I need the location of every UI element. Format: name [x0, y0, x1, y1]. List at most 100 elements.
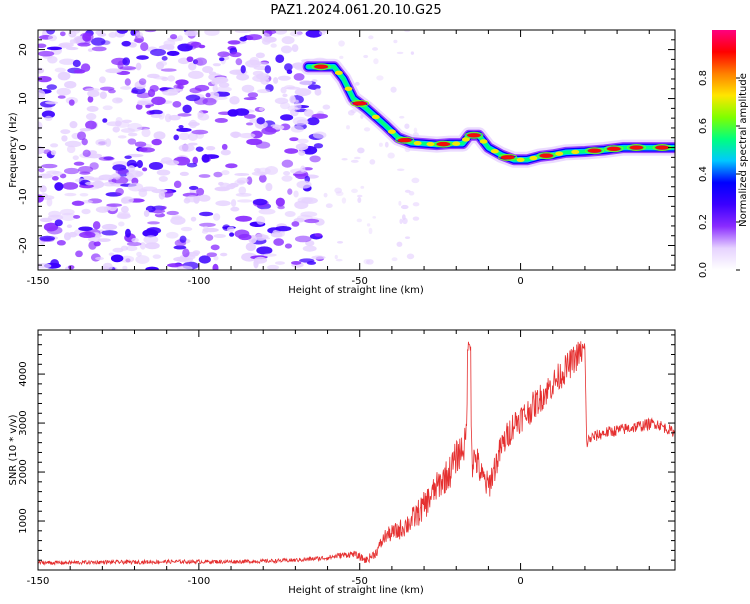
noise-blob [247, 92, 259, 98]
noise-blob [396, 168, 405, 172]
noise-blob [246, 138, 263, 146]
noise-blob [363, 127, 371, 132]
noise-blob [101, 223, 118, 231]
noise-blob [44, 115, 53, 121]
noise-blob [68, 99, 75, 106]
noise-blob [161, 56, 168, 61]
noise-blob [146, 227, 162, 235]
noise-blob [48, 34, 57, 42]
noise-blob [180, 226, 193, 232]
noise-blob [108, 252, 115, 256]
noise-blob [339, 55, 344, 60]
noise-blob [108, 89, 116, 94]
snr-y-tick-label: 4000 [18, 361, 29, 386]
noise-blob [404, 236, 411, 240]
noise-blob [272, 124, 285, 130]
noise-blob [95, 256, 104, 261]
noise-blob [78, 226, 93, 231]
noise-blob [102, 105, 113, 111]
noise-blob [238, 186, 247, 195]
noise-blob [219, 182, 231, 189]
ridge-peak [655, 145, 670, 150]
noise-blob [150, 114, 163, 118]
noise-blob [282, 93, 288, 98]
noise-blob [363, 54, 369, 59]
noise-blob [393, 39, 398, 44]
noise-blob [258, 208, 276, 215]
noise-blob [230, 206, 240, 212]
noise-blob [295, 143, 309, 151]
noise-blob [270, 232, 283, 238]
noise-blob [45, 101, 59, 105]
noise-blob [311, 255, 326, 260]
noise-blob [133, 38, 144, 43]
spectrogram-y-tick-label: 20 [18, 43, 29, 56]
noise-blob [127, 138, 137, 145]
noise-blob [314, 88, 322, 96]
noise-blob [187, 122, 200, 127]
noise-blob [38, 263, 52, 269]
noise-blob [136, 55, 149, 60]
noise-blob [292, 99, 299, 103]
noise-blob [188, 62, 197, 71]
noise-blob [354, 81, 360, 86]
noise-blob [38, 50, 55, 57]
snr-x-tick-label: 0 [517, 576, 523, 587]
noise-blob [336, 240, 344, 244]
noise-blob [273, 77, 279, 84]
noise-blob [291, 260, 302, 265]
noise-blob [197, 194, 211, 202]
noise-blob [275, 54, 285, 63]
noise-blob [58, 42, 74, 48]
noise-blob [284, 63, 293, 72]
noise-blob [124, 78, 131, 86]
noise-blob [205, 146, 216, 151]
noise-blob [368, 35, 374, 40]
noise-blob [246, 34, 263, 41]
noise-blob [198, 255, 211, 264]
noise-blob [277, 75, 291, 81]
noise-blob [178, 144, 195, 152]
noise-blob [105, 68, 123, 74]
noise-blob [293, 73, 305, 81]
noise-blob [235, 215, 253, 222]
noise-blob [121, 119, 132, 123]
noise-blob [60, 208, 75, 216]
noise-blob [368, 227, 373, 235]
noise-blob [47, 56, 58, 64]
spectrogram-blobs [38, 30, 675, 270]
noise-blob [46, 46, 63, 51]
colorbar-tick-label: 0.0 [698, 262, 709, 278]
noise-blob [158, 191, 166, 200]
noise-blob [372, 47, 379, 51]
noise-blob [168, 114, 181, 121]
ridge-peak [555, 151, 564, 156]
noise-blob [173, 245, 187, 250]
noise-blob [63, 167, 80, 175]
noise-blob [39, 235, 56, 241]
noise-blob [281, 159, 294, 168]
noise-blob [230, 199, 237, 207]
noise-blob [198, 44, 206, 49]
noise-blob [325, 203, 333, 209]
spectrogram-x-tick-label: -100 [188, 276, 211, 287]
noise-blob [357, 147, 365, 154]
noise-blob [221, 143, 228, 150]
noise-blob [112, 126, 120, 133]
noise-blob [87, 89, 100, 98]
noise-blob [297, 196, 313, 204]
noise-blob [195, 146, 204, 152]
ridge-peak [516, 157, 525, 162]
noise-blob [294, 235, 312, 243]
noise-blob [372, 216, 377, 219]
noise-blob [138, 189, 148, 198]
noise-blob [120, 128, 136, 133]
noise-blob [41, 110, 56, 119]
noise-blob [166, 210, 179, 216]
noise-blob [60, 31, 66, 37]
noise-blob [265, 182, 273, 192]
noise-blob [297, 138, 309, 144]
noise-blob [85, 120, 97, 130]
